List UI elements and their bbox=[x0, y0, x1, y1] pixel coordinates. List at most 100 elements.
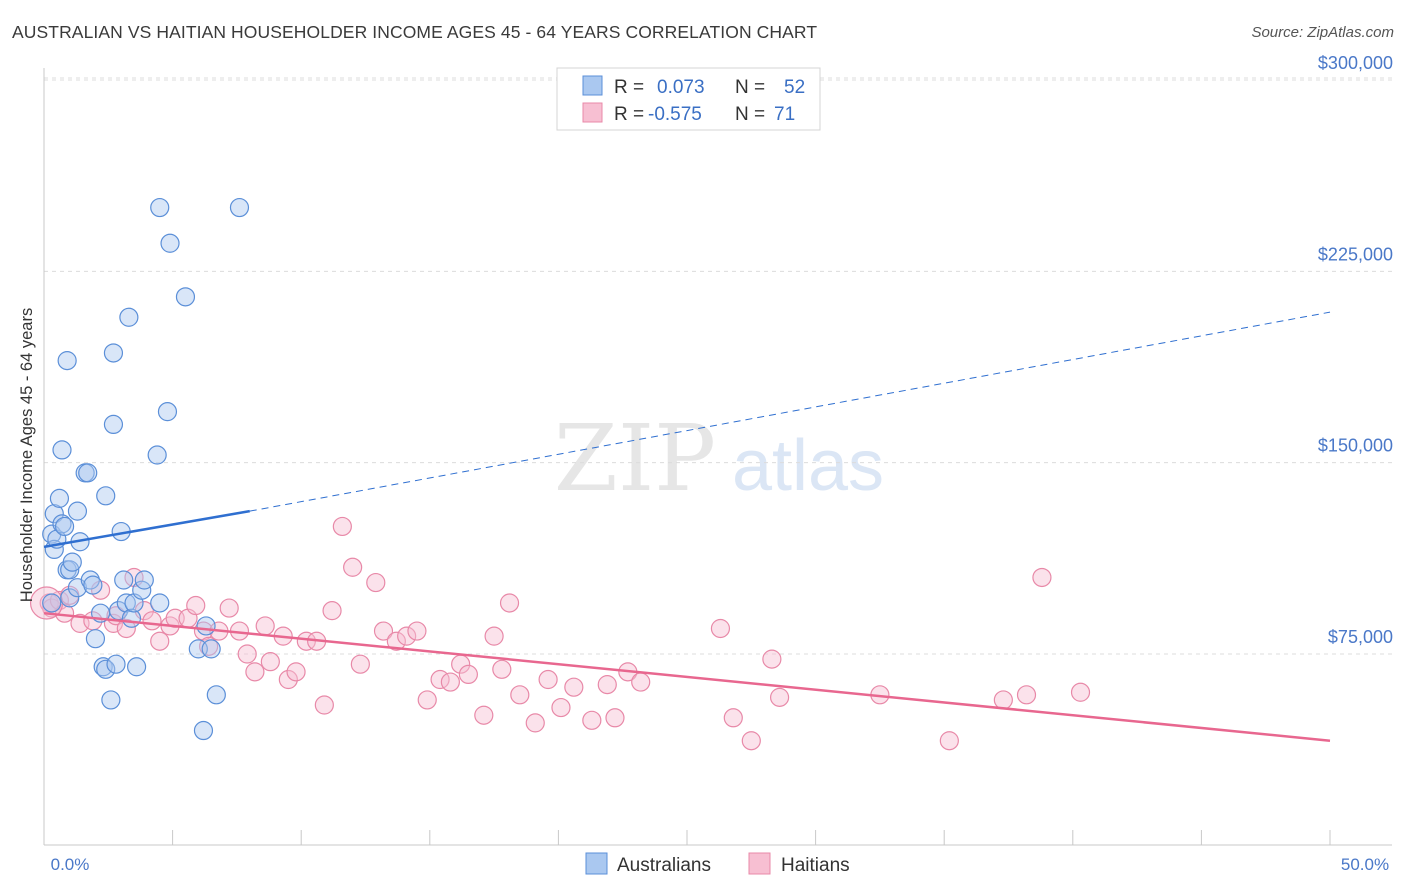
trend-lines bbox=[43, 311, 1331, 742]
legend-r-label-2: R = bbox=[614, 104, 644, 125]
scatter-point bbox=[492, 659, 512, 679]
scatter-point bbox=[147, 445, 167, 465]
scatter-point bbox=[150, 197, 170, 218]
scatter-point bbox=[101, 690, 121, 710]
scatter-point bbox=[103, 343, 124, 363]
scatter-point bbox=[106, 654, 126, 674]
scatter-point bbox=[52, 440, 72, 460]
scatter-point bbox=[551, 697, 571, 718]
y-axis-label: Householder Income Ages 45 - 64 years bbox=[18, 308, 36, 602]
scatter-point bbox=[723, 708, 743, 728]
scatter-point bbox=[85, 629, 106, 649]
bottom-legend: Australians Haitians bbox=[585, 852, 850, 876]
scatter-point bbox=[116, 593, 136, 613]
gridlines bbox=[44, 77, 1392, 655]
scatter-point bbox=[1032, 567, 1052, 588]
scatter-point bbox=[78, 463, 98, 483]
scatter-point bbox=[458, 664, 478, 685]
scatter-point bbox=[229, 197, 250, 218]
scatter-point bbox=[44, 504, 64, 524]
legend-swatch-australians bbox=[582, 75, 603, 96]
scatter-point bbox=[134, 570, 154, 590]
scatter-point bbox=[60, 588, 80, 608]
scatter-point bbox=[314, 695, 334, 715]
scatter-point bbox=[193, 720, 214, 741]
scatter-point bbox=[157, 402, 178, 422]
scatter-point bbox=[386, 631, 406, 651]
legend-r-australians: 0.073 bbox=[657, 77, 705, 98]
legend-swatch-haitians bbox=[582, 102, 603, 123]
axes bbox=[43, 68, 1392, 846]
scatter-point bbox=[52, 514, 72, 534]
scatter-point bbox=[160, 233, 180, 253]
y-tick-label: $225,000 bbox=[1318, 244, 1393, 264]
watermark-atlas: atlas bbox=[732, 426, 884, 506]
scatter-point bbox=[417, 690, 437, 710]
trend-line-australians-extrapolated bbox=[249, 311, 1331, 512]
scatter-point bbox=[142, 611, 162, 631]
legend-n-australians: 52 bbox=[784, 77, 805, 98]
scatter-point bbox=[42, 593, 62, 613]
x-tick-label-max: 50.0% bbox=[1341, 855, 1389, 874]
scatter-point bbox=[126, 657, 147, 677]
scatter-point bbox=[993, 690, 1013, 710]
scatter-point bbox=[196, 616, 216, 636]
scatter-point bbox=[605, 708, 625, 728]
x-tick-label-min: 0.0% bbox=[51, 855, 90, 874]
scatter-point bbox=[255, 616, 275, 636]
scatter-point bbox=[564, 677, 584, 697]
scatter-point bbox=[57, 351, 77, 371]
scatter-point bbox=[484, 626, 504, 646]
y-tick-label: $300,000 bbox=[1318, 53, 1393, 73]
australians-points bbox=[42, 197, 250, 741]
scatter-point bbox=[343, 557, 363, 577]
scatter-point bbox=[219, 598, 239, 618]
legend-r-label-1: R = bbox=[614, 77, 644, 98]
y-tick-label: $75,000 bbox=[1328, 627, 1393, 647]
scatter-point bbox=[769, 687, 790, 707]
legend-n-label-1: N = bbox=[735, 77, 765, 98]
scatter-point bbox=[175, 287, 196, 307]
trend-line-australians bbox=[43, 509, 250, 549]
scatter-point bbox=[150, 631, 170, 651]
scatter-point bbox=[186, 595, 206, 616]
legend-n-haitians: 71 bbox=[774, 104, 795, 125]
scatter-point bbox=[499, 593, 520, 613]
scatter-point bbox=[201, 639, 221, 659]
scatter-point bbox=[510, 685, 530, 705]
scatter-point bbox=[206, 685, 226, 705]
scatter-point bbox=[582, 710, 602, 730]
scatter-point bbox=[278, 669, 298, 690]
watermark-zip: ZIP bbox=[554, 405, 716, 512]
scatter-point bbox=[322, 601, 342, 621]
scatter-point bbox=[116, 618, 136, 639]
scatter-point bbox=[54, 516, 75, 537]
scatter-point bbox=[332, 516, 352, 537]
scatter-point bbox=[474, 705, 494, 725]
scatter-point bbox=[260, 652, 280, 672]
scatter-point bbox=[96, 659, 116, 679]
scatter-point bbox=[710, 618, 731, 639]
scatter-point bbox=[762, 649, 782, 669]
trend-line-haitians bbox=[43, 611, 1331, 742]
scatter-point bbox=[245, 662, 265, 682]
legend-r-haitians: -0.575 bbox=[648, 104, 702, 125]
source-label: Source: ZipAtlas.com bbox=[1251, 24, 1394, 41]
scatter-point bbox=[373, 621, 394, 641]
scatter-point bbox=[150, 593, 170, 613]
scatter-point bbox=[397, 626, 417, 646]
scatter-point bbox=[350, 654, 370, 674]
y-tick-label: $150,000 bbox=[1318, 436, 1393, 456]
scatter-point bbox=[366, 572, 386, 593]
scatter-point bbox=[597, 675, 617, 695]
scatter-point bbox=[741, 731, 761, 751]
scatter-point bbox=[119, 307, 139, 327]
scatter-point bbox=[62, 552, 82, 572]
legend: R = 0.073 N = 52 R = -0.575 N = 71 bbox=[556, 67, 821, 131]
scatter-point bbox=[440, 672, 460, 692]
scatter-point bbox=[631, 672, 651, 692]
scatter-point bbox=[83, 575, 103, 595]
scatter-point bbox=[60, 560, 80, 580]
scatter-point bbox=[407, 621, 427, 641]
